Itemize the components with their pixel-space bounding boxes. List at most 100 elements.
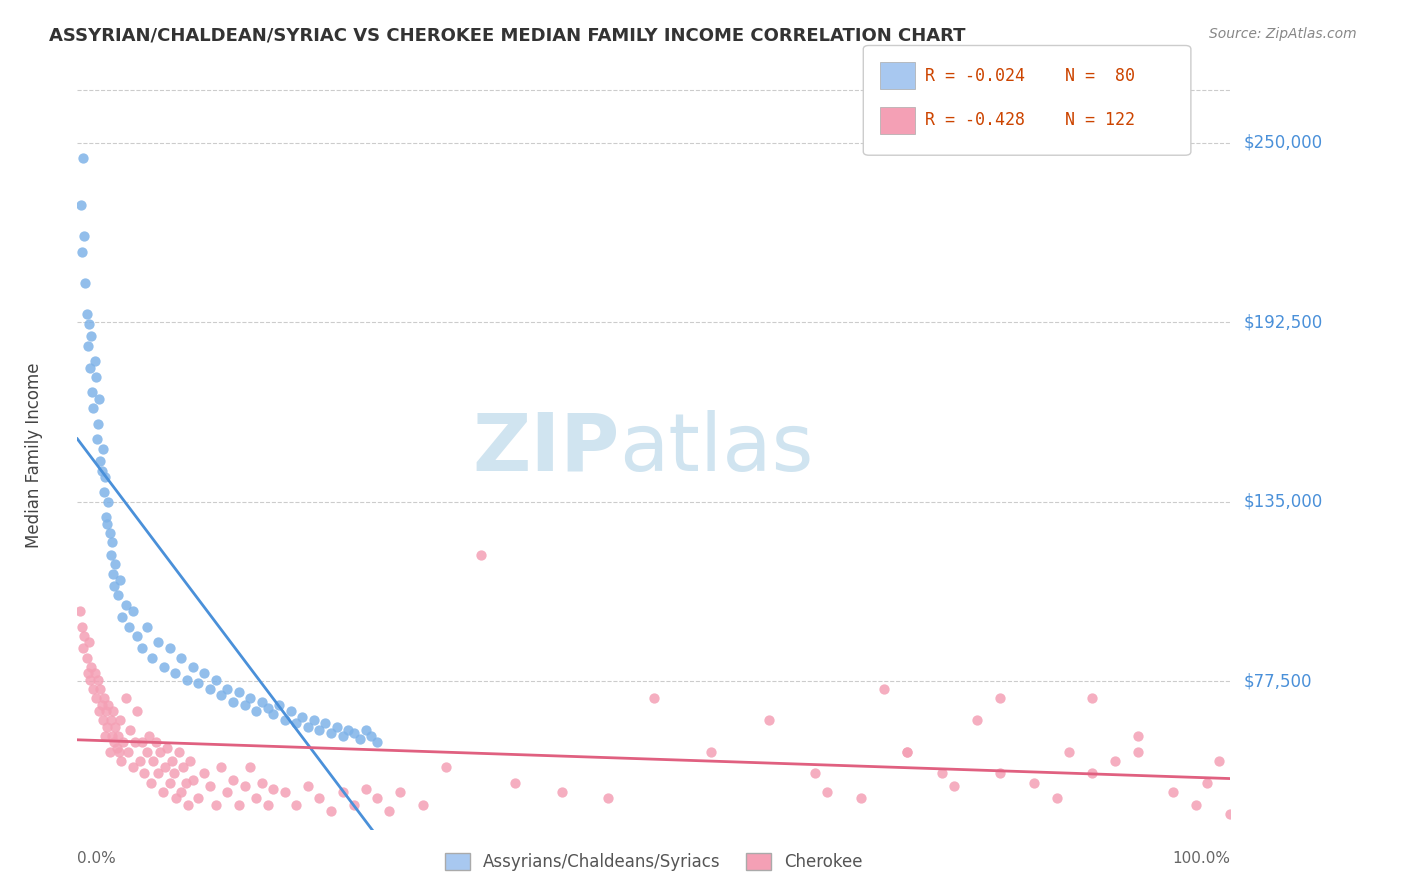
Point [931, 766, 953, 780]
Point [135, 744, 157, 758]
Point [222, 772, 245, 787]
Point [76, 666, 98, 681]
Point [1057, 744, 1080, 758]
Point [118, 619, 141, 633]
Point [804, 766, 827, 780]
Point [505, 776, 527, 790]
Point [217, 681, 239, 696]
Point [73, 629, 96, 643]
Point [153, 760, 176, 774]
Point [89, 392, 111, 406]
Point [79, 360, 101, 375]
Point [204, 673, 226, 687]
Point [274, 785, 297, 799]
Point [114, 598, 136, 612]
Point [111, 610, 134, 624]
Point [89, 681, 111, 696]
Point [267, 698, 291, 712]
Point [250, 694, 273, 708]
Point [104, 719, 127, 733]
Point [75, 276, 97, 290]
Point [103, 579, 125, 593]
Point [76, 307, 98, 321]
Point [337, 723, 360, 737]
Point [177, 797, 200, 812]
Point [82, 385, 104, 400]
Point [103, 735, 125, 749]
Point [332, 729, 354, 743]
Point [896, 744, 918, 758]
Point [274, 714, 297, 728]
Point [1046, 791, 1069, 805]
Point [77, 635, 100, 649]
Point [72, 151, 94, 165]
Point [117, 744, 139, 758]
Point [90, 698, 112, 712]
Point [1081, 766, 1104, 780]
Point [198, 779, 221, 793]
Point [96, 516, 118, 531]
Point [97, 698, 120, 712]
Point [700, 744, 723, 758]
Point [349, 731, 371, 746]
Point [101, 566, 124, 581]
Point [470, 548, 492, 562]
Point [233, 779, 256, 793]
Point [366, 791, 388, 805]
Point [149, 744, 172, 758]
Point [167, 744, 190, 758]
Point [1126, 729, 1149, 743]
Point [82, 681, 104, 696]
Point [97, 494, 120, 508]
Point [297, 779, 319, 793]
Point [159, 641, 181, 656]
Point [107, 729, 129, 743]
Point [245, 704, 267, 718]
Point [181, 772, 204, 787]
Point [170, 651, 193, 665]
Point [86, 432, 108, 446]
Point [228, 685, 250, 699]
Point [1104, 754, 1126, 768]
Point [104, 557, 127, 571]
Point [233, 698, 256, 712]
Point [94, 469, 117, 483]
Point [87, 417, 110, 431]
Point [84, 369, 107, 384]
Point [100, 714, 122, 728]
Point [141, 651, 163, 665]
Point [142, 754, 165, 768]
Point [1161, 785, 1184, 799]
Point [354, 781, 377, 797]
Point [228, 797, 250, 812]
Point [160, 754, 183, 768]
Point [873, 681, 896, 696]
Text: $250,000: $250,000 [1244, 134, 1323, 152]
Point [302, 714, 325, 728]
Point [76, 651, 98, 665]
Point [146, 766, 169, 780]
Point [89, 454, 111, 468]
Point [434, 760, 457, 774]
Point [153, 660, 174, 674]
Point [159, 776, 181, 790]
Point [389, 785, 412, 799]
Point [82, 401, 104, 415]
Point [262, 706, 284, 721]
Point [145, 735, 167, 749]
Point [1081, 691, 1104, 706]
Point [187, 791, 209, 805]
Point [550, 785, 572, 799]
Text: Median Family Income: Median Family Income [24, 362, 42, 548]
Point [245, 791, 267, 805]
Point [354, 723, 377, 737]
Point [343, 726, 366, 740]
Legend: Assyrians/Chaldeans/Syriacs, Cherokee: Assyrians/Chaldeans/Syriacs, Cherokee [439, 846, 869, 878]
Point [79, 673, 101, 687]
Point [101, 535, 124, 549]
Text: $77,500: $77,500 [1244, 673, 1313, 690]
Point [217, 785, 239, 799]
Text: 0.0%: 0.0% [77, 851, 117, 866]
Point [107, 589, 129, 603]
Point [80, 329, 103, 343]
